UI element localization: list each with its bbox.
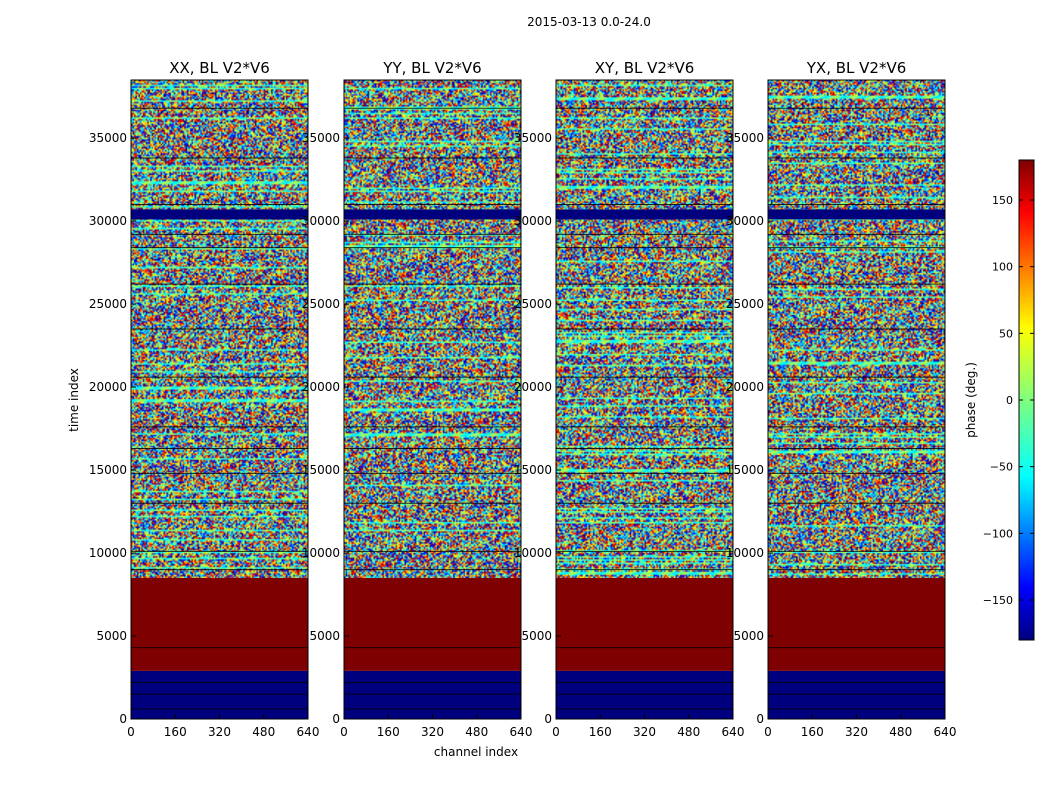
y-tick-label: 20000: [89, 380, 127, 394]
colorbar-tick-label: −100: [983, 527, 1013, 540]
panel-title: YX, BL V2*V6: [806, 59, 907, 77]
y-tick-label: 25000: [302, 297, 340, 311]
flagged-band: [768, 670, 945, 719]
y-tick-label: 15000: [302, 463, 340, 477]
y-tick-label: 35000: [514, 131, 552, 145]
flagged-band: [131, 670, 308, 719]
y-tick-label: 30000: [89, 214, 127, 228]
y-tick-label: 5000: [521, 629, 552, 643]
flagged-band: [131, 577, 308, 671]
panel-2: YY, BL V2*V6 0 160 320 480 640 0 5000 10000 15000…: [302, 59, 533, 739]
y-axis-label: time index: [67, 368, 81, 432]
panel-title: YY, BL V2*V6: [382, 59, 481, 77]
panel-title: XX, BL V2*V6: [169, 59, 270, 77]
panel-4: YX, BL V2*V6 0 160 320 480 640 0 5000 10000 15000…: [726, 59, 957, 739]
colorbar-ticks: −150 −100 −50 0 50 100 150: [983, 194, 1034, 607]
panel-1: XX, BL V2*V6 0 160 320 480 640 0 5000 10000 15000…: [89, 59, 320, 739]
y-tick-label: 5000: [733, 629, 764, 643]
y-tick-label: 10000: [514, 546, 552, 560]
x-tick-label: 640: [510, 725, 533, 739]
y-tick-label: 10000: [726, 546, 764, 560]
flagged-band: [556, 209, 733, 220]
y-tick-label: 35000: [302, 131, 340, 145]
panel-3: XY, BL V2*V6 0 160 320 480 640 0 5000 10000 15000…: [514, 59, 745, 739]
y-tick-label: 15000: [89, 463, 127, 477]
y-tick-label: 15000: [514, 463, 552, 477]
y-tick-label: 20000: [726, 380, 764, 394]
colorbar: −150 −100 −50 0 50 100 150 phase (deg.): [964, 159, 1035, 641]
x-tick-label: 640: [722, 725, 745, 739]
x-tick-label: 320: [633, 725, 656, 739]
x-tick-label: 640: [934, 725, 957, 739]
flagged-band: [556, 577, 733, 671]
y-tick-label: 30000: [302, 214, 340, 228]
flagged-band: [556, 670, 733, 719]
colorbar-tick-label: 50: [999, 327, 1013, 340]
suptitle: 2015-03-13 0.0-24.0: [527, 15, 651, 29]
flagged-band: [344, 209, 521, 220]
colorbar-tick-label: −50: [990, 461, 1013, 474]
y-tick-label: 30000: [726, 214, 764, 228]
colorbar-tick-label: 150: [992, 194, 1013, 207]
y-tick-label: 0: [119, 712, 127, 726]
x-tick-label: 480: [889, 725, 912, 739]
y-tick-label: 25000: [726, 297, 764, 311]
x-tick-label: 160: [164, 725, 187, 739]
x-tick-label: 160: [377, 725, 400, 739]
y-tick-label: 0: [756, 712, 764, 726]
y-tick-label: 20000: [514, 380, 552, 394]
y-tick-label: 10000: [302, 546, 340, 560]
flagged-band: [131, 209, 308, 220]
x-tick-label: 320: [208, 725, 231, 739]
y-tick-label: 25000: [89, 297, 127, 311]
flagged-band: [344, 577, 521, 671]
x-axis-label: channel index: [434, 745, 518, 759]
y-tick-label: 30000: [514, 214, 552, 228]
colorbar-label: phase (deg.): [964, 362, 978, 438]
x-tick-label: 160: [801, 725, 824, 739]
y-tick-label: 0: [544, 712, 552, 726]
flagged-band: [344, 670, 521, 719]
flagged-band: [768, 577, 945, 671]
panel-title: XY, BL V2*V6: [595, 59, 695, 77]
x-tick-label: 480: [465, 725, 488, 739]
y-tick-label: 20000: [302, 380, 340, 394]
panels: XX, BL V2*V6 0 160 320 480 640 0 5000 10000 15000…: [89, 59, 957, 739]
x-tick-label: 0: [127, 725, 135, 739]
x-tick-label: 480: [252, 725, 275, 739]
x-tick-label: 480: [677, 725, 700, 739]
colorbar-tick-label: 0: [1006, 394, 1013, 407]
y-tick-label: 35000: [726, 131, 764, 145]
y-tick-label: 25000: [514, 297, 552, 311]
colorbar-tick-label: 100: [992, 261, 1013, 274]
x-tick-label: 320: [421, 725, 444, 739]
y-tick-label: 10000: [89, 546, 127, 560]
y-tick-label: 35000: [89, 131, 127, 145]
x-tick-label: 320: [845, 725, 868, 739]
y-tick-label: 5000: [96, 629, 127, 643]
y-tick-label: 15000: [726, 463, 764, 477]
flagged-band: [768, 209, 945, 220]
y-tick-label: 0: [332, 712, 340, 726]
x-tick-label: 160: [589, 725, 612, 739]
y-tick-label: 5000: [309, 629, 340, 643]
x-tick-label: 640: [297, 725, 320, 739]
x-tick-label: 0: [340, 725, 348, 739]
x-tick-label: 0: [764, 725, 772, 739]
x-tick-label: 0: [552, 725, 560, 739]
colorbar-tick-label: −150: [983, 594, 1013, 607]
